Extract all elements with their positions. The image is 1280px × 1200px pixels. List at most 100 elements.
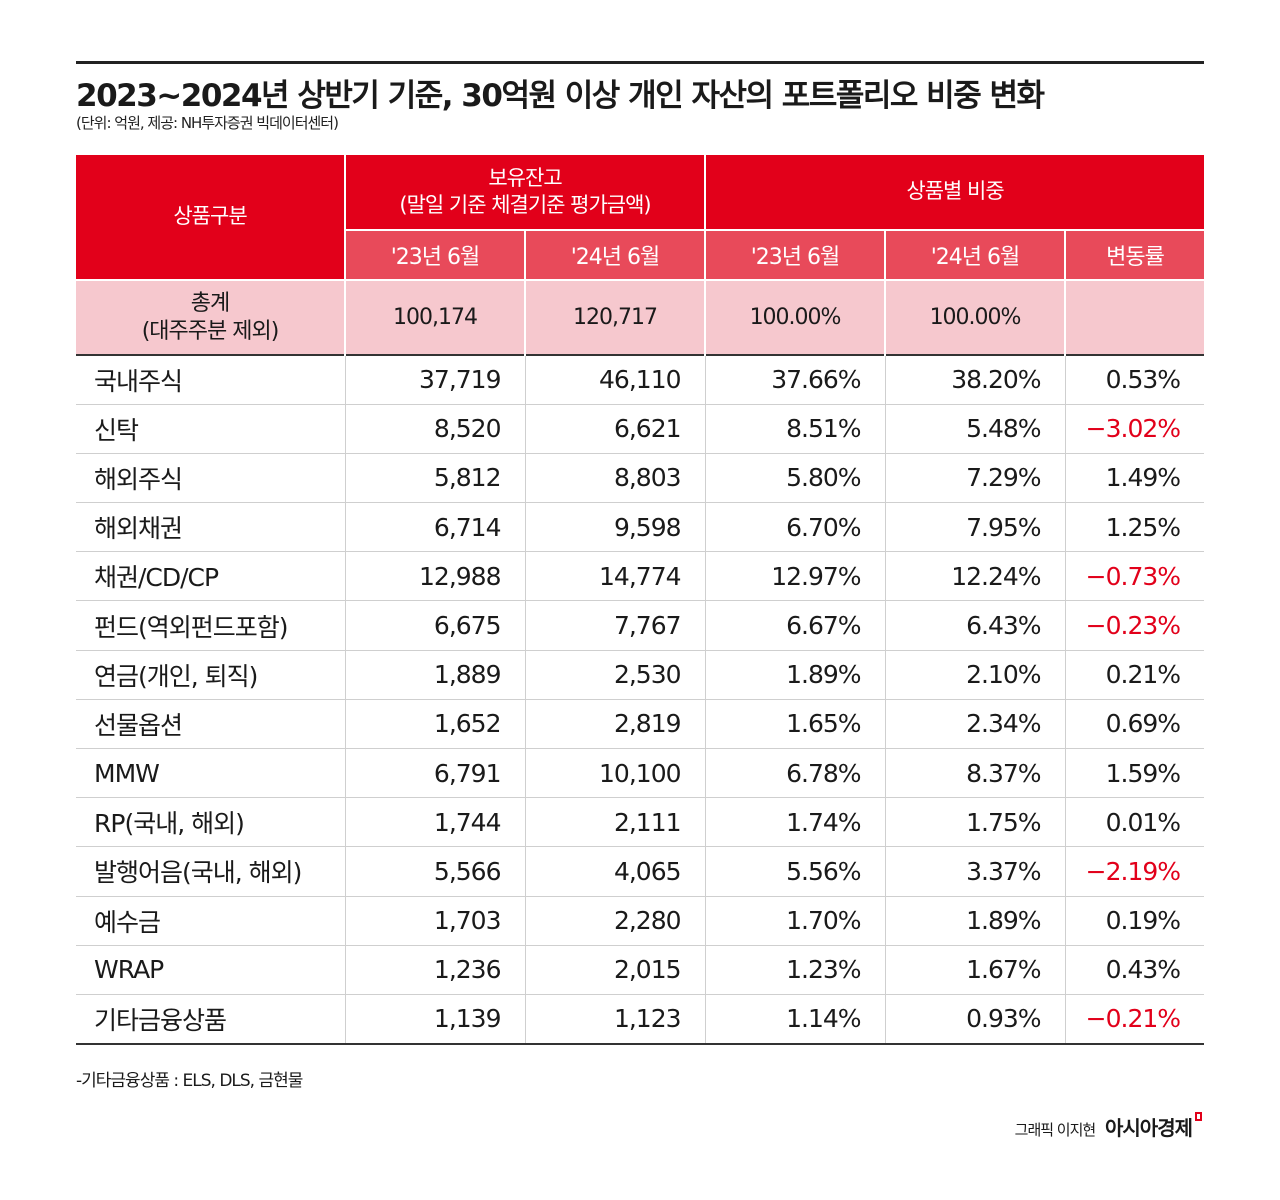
column-header: '23년 6월 [345, 229, 526, 280]
table-cell: 6.78% [705, 748, 886, 799]
table-row: 연금(개인, 퇴직) 1,889 2,530 1.89% 2.10% 0.21% [76, 650, 1205, 700]
column-header: '24년 6월 [525, 229, 707, 280]
table-cell: 14,774 [525, 551, 706, 602]
table-cell: 5,566 [345, 846, 526, 897]
table-cell: 12,988 [345, 551, 526, 602]
table-cell: 5,812 [345, 453, 526, 504]
page-title: 2023~2024년 상반기 기준, 30억원 이상 개인 자산의 포트폴리오 … [76, 78, 1045, 114]
row-label: 선물옵션 [76, 699, 346, 750]
row-label: RP(국내, 해외) [76, 797, 346, 848]
row-label: MMW [76, 748, 346, 799]
table-cell: 46,110 [525, 353, 706, 405]
row-label: 발행어음(국내, 해외) [76, 846, 346, 897]
table-cell: 6,621 [525, 404, 706, 454]
total-cell: 100,174 [345, 279, 526, 355]
table-cell: −0.23% [1065, 600, 1205, 651]
column-header: '24년 6월 [885, 229, 1067, 280]
table-cell: 0.53% [1065, 353, 1205, 405]
table-cell: 0.43% [1065, 945, 1205, 995]
table-cell: 6,791 [345, 748, 526, 799]
column-header: '23년 6월 [705, 229, 887, 280]
total-label-1: 총계 [190, 291, 230, 316]
title-rule [76, 61, 1204, 64]
table-row: 해외주식 5,812 8,803 5.80% 7.29% 1.49% [76, 453, 1205, 504]
table-cell: 2,111 [525, 797, 706, 848]
table-cell: 10,100 [525, 748, 706, 799]
total-cell: 120,717 [525, 279, 707, 355]
table-row: 발행어음(국내, 해외) 5,566 4,065 5.56% 3.37% −2.19% [76, 846, 1205, 897]
table-cell: 37.66% [705, 353, 886, 405]
table-cell: 6,675 [345, 600, 526, 651]
table-cell: 2,015 [525, 945, 706, 995]
table-cell: 9,598 [525, 502, 706, 553]
row-label: 해외주식 [76, 453, 346, 504]
total-cell: 100.00% [705, 279, 887, 355]
table-cell: 1,703 [345, 896, 526, 946]
table-cell: 1,652 [345, 699, 526, 750]
table-row: 기타금융상품 1,139 1,123 1.14% 0.93% −0.21% [76, 994, 1205, 1045]
brand-flag-icon [1195, 1112, 1202, 1121]
table-row: 선물옵션 1,652 2,819 1.65% 2.34% 0.69% [76, 699, 1205, 750]
table-cell: 1,236 [345, 945, 526, 995]
table-cell: 2.34% [885, 699, 1066, 750]
table-row: 예수금 1,703 2,280 1.70% 1.89% 0.19% [76, 896, 1205, 946]
row-label: 신탁 [76, 404, 346, 454]
table-row: 채권/CD/CP 12,988 14,774 12.97% 12.24% −0.73% [76, 551, 1205, 602]
table-cell: 6.70% [705, 502, 886, 553]
table-cell: 1.23% [705, 945, 886, 995]
table-cell: 0.69% [1065, 699, 1205, 750]
table-cell: 12.24% [885, 551, 1066, 602]
table-row: 해외채권 6,714 9,598 6.70% 7.95% 1.25% [76, 502, 1205, 553]
total-label-2: (대주주분 제외) [141, 318, 280, 344]
table-cell: 1.65% [705, 699, 886, 750]
table-cell: 38.20% [885, 353, 1066, 405]
table-cell: 1.89% [705, 650, 886, 700]
table-cell: 2,280 [525, 896, 706, 946]
total-cell: 100.00% [885, 279, 1067, 355]
table-row: MMW 6,791 10,100 6.78% 8.37% 1.59% [76, 748, 1205, 799]
table-cell: −3.02% [1065, 404, 1205, 454]
table-cell: 1,744 [345, 797, 526, 848]
header-share: 상품별 비중 [705, 155, 1205, 230]
table-cell: 2,530 [525, 650, 706, 700]
table-cell: 37,719 [345, 353, 526, 405]
table-cell: 6,714 [345, 502, 526, 553]
total-cell [1065, 279, 1205, 355]
row-label: 펀드(역외펀드포함) [76, 600, 346, 651]
table-cell: 7.95% [885, 502, 1066, 553]
total-row: 총계 (대주주분 제외) 100,174 120,717 100.00% 100.00% [76, 279, 1205, 355]
table-cell: 5.80% [705, 453, 886, 504]
table-cell: 6.43% [885, 600, 1066, 651]
table-cell: −0.21% [1065, 994, 1205, 1045]
table-row: 국내주식 37,719 46,110 37.66% 38.20% 0.53% [76, 353, 1205, 405]
table-cell: 1.25% [1065, 502, 1205, 553]
portfolio-table: 상품구분 보유잔고 (말일 기준 체결기준 평가금액) 상품별 비중 '23년 6… [76, 155, 1205, 1045]
table-cell: 6.67% [705, 600, 886, 651]
subtitle: (단위: 억원, 제공: NH투자증권 빅데이터센터) [76, 114, 339, 132]
table-cell: 0.19% [1065, 896, 1205, 946]
header-holdings: 보유잔고 (말일 기준 체결기준 평가금액) [345, 155, 707, 230]
table-cell: 2,819 [525, 699, 706, 750]
row-label: 예수금 [76, 896, 346, 946]
table-cell: 5.56% [705, 846, 886, 897]
table-cell: 1.59% [1065, 748, 1205, 799]
table-cell: 5.48% [885, 404, 1066, 454]
table-cell: 1.70% [705, 896, 886, 946]
table-cell: −2.19% [1065, 846, 1205, 897]
table-cell: 1.89% [885, 896, 1066, 946]
table-cell: 4,065 [525, 846, 706, 897]
row-label: WRAP [76, 945, 346, 995]
credit-author: 그래픽 이지현 [1014, 1121, 1097, 1139]
table-cell: 1.14% [705, 994, 886, 1045]
table-cell: 2.10% [885, 650, 1066, 700]
table-cell: 8,520 [345, 404, 526, 454]
table-cell: 8,803 [525, 453, 706, 504]
header-holdings-title: 보유잔고 [488, 165, 562, 190]
table-cell: 0.01% [1065, 797, 1205, 848]
total-label: 총계 (대주주분 제외) [76, 279, 346, 355]
header-holdings-sub: (말일 기준 체결기준 평가금액) [399, 193, 651, 217]
row-label: 국내주식 [76, 353, 346, 405]
table-cell: 8.37% [885, 748, 1066, 799]
footnote: -기타금융상품 : ELS, DLS, 금현물 [76, 1071, 303, 1091]
table-row: WRAP 1,236 2,015 1.23% 1.67% 0.43% [76, 945, 1205, 995]
